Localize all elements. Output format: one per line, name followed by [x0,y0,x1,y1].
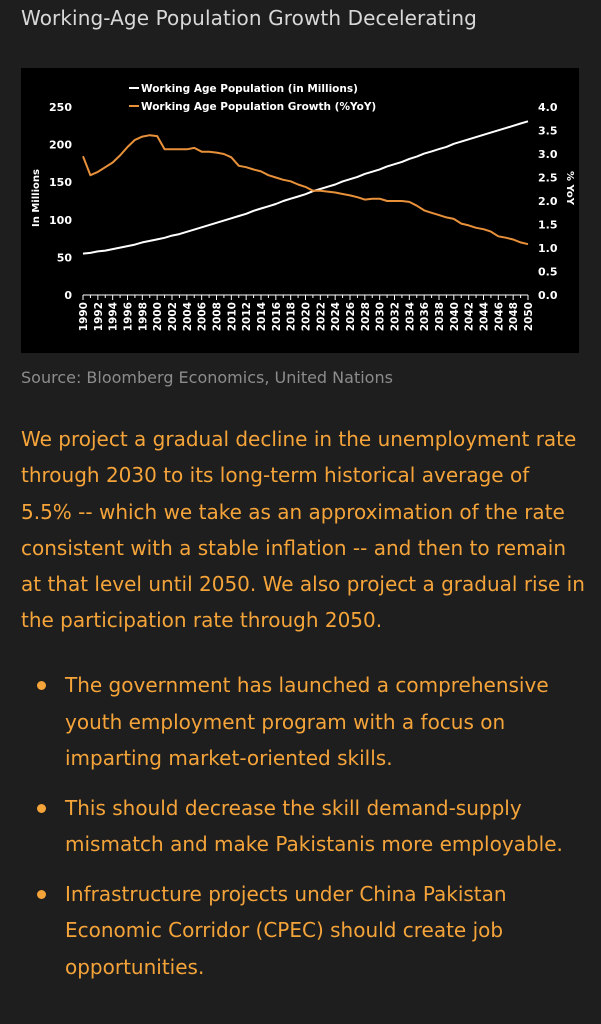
y-tick-label-right: 4.0 [538,101,558,114]
list-item: This should decrease the skill demand-su… [0,790,601,863]
bullet-text: This should decrease the skill demand-su… [65,795,563,857]
x-tick-label: 2016 [271,302,283,331]
x-tick-label: 2038 [434,302,446,331]
x-tick-label: 2004 [182,302,194,331]
x-tick-label: 2012 [241,302,253,331]
right-axis-ticks: 0.0 0.5 1.0 1.5 2.0 2.5 3.0 3.5 4.0 [538,101,558,302]
series-lines [82,120,529,255]
bullet-dot-icon [37,889,46,899]
x-tick-label: 2030 [375,302,387,331]
y-tick-label-right: 2.0 [538,195,558,208]
legend-entry: Working Age Population Growth (%YoY) [141,101,376,113]
y-tick-label-left: 100 [49,214,72,227]
population-series-line [82,120,529,255]
x-tick-label: 2002 [167,302,179,331]
y-tick-label-left: 250 [49,101,72,114]
x-tick-label: 1998 [137,302,149,331]
x-tick-label: 1990 [78,302,90,331]
x-tick-label: 2006 [197,302,209,331]
x-tick-label: 2008 [212,302,224,331]
x-tick-label: 2032 [390,302,402,331]
x-tick-label: 2022 [315,302,327,331]
x-tick-label: 2020 [301,302,313,331]
x-tick-label: 2014 [256,302,268,331]
y-tick-label-left: 0 [64,289,72,302]
y-tick-label-right: 0.5 [538,266,558,279]
list-item: The government has launched a comprehens… [0,667,601,777]
y-tick-label-right: 1.0 [538,242,558,255]
x-tick-label: 2010 [226,302,238,331]
population-chart: 0 50 100 150 200 250 0.0 0.5 1.0 1.5 2.0 2.5 3.0 3.5… [31,83,575,331]
list-item: Infrastructure projects under China Paki… [0,876,601,986]
y-tick-label-right: 3.0 [538,148,558,161]
x-tick-label: 2000 [152,302,164,331]
y-tick-label-left: 200 [49,139,72,152]
bullet-text: Infrastructure projects under China Paki… [65,881,507,979]
chart-panel: 0 50 100 150 200 250 0.0 0.5 1.0 1.5 2.0 2.5 3.0 3.5… [21,68,579,353]
x-tick-label: 2028 [360,302,372,331]
chart-legend: Working Age Population (in Millions) Work… [129,83,376,113]
x-tick-label: 2034 [404,302,416,331]
x-tick-label: 2024 [330,302,342,331]
y-axis-label-right: % YoY [564,171,575,206]
y-tick-label-left: 50 [57,251,73,264]
source-note: Source: Bloomberg Economics, United Nati… [21,368,393,387]
bullet-text: The government has launched a comprehens… [65,673,549,770]
left-axis-ticks: 0 50 100 150 200 250 [49,101,72,302]
x-tick-label: 2046 [493,302,505,331]
x-tick-label: 2044 [479,302,491,331]
bullet-dot-icon [37,803,46,813]
growth-series-line [82,134,529,246]
y-tick-label-right: 1.5 [538,219,558,232]
page-title: Working-Age Population Growth Decelerati… [21,6,477,30]
y-tick-label-right: 0.0 [538,289,558,302]
y-tick-label-right: 3.5 [538,125,558,138]
x-tick-label: 2042 [464,302,476,331]
bullet-dot-icon [37,681,46,690]
legend-entry: Working Age Population (in Millions) [141,83,358,95]
x-tick-label: 2048 [508,302,520,331]
x-tick-label: 2036 [419,302,431,331]
x-tick-label: 1994 [108,302,120,331]
x-tick-label: 2026 [345,302,357,331]
x-tick-label: 2018 [286,302,298,331]
y-tick-label-left: 150 [49,176,72,189]
y-axis-label-left: In Millions [31,169,42,227]
x-tick-label: 1992 [93,302,105,331]
bullet-list: The government has launched a comprehens… [0,667,601,998]
x-tick-label: 1996 [123,302,135,331]
body-paragraph: We project a gradual decline in the unem… [21,427,585,633]
x-tick-label: 2050 [523,302,535,331]
x-tick-label: 2040 [449,302,461,331]
y-tick-label-right: 2.5 [538,172,558,185]
x-axis: 1990 1992 1994 1996 1998 2000 2002 2004 2006 2008… [78,294,535,331]
